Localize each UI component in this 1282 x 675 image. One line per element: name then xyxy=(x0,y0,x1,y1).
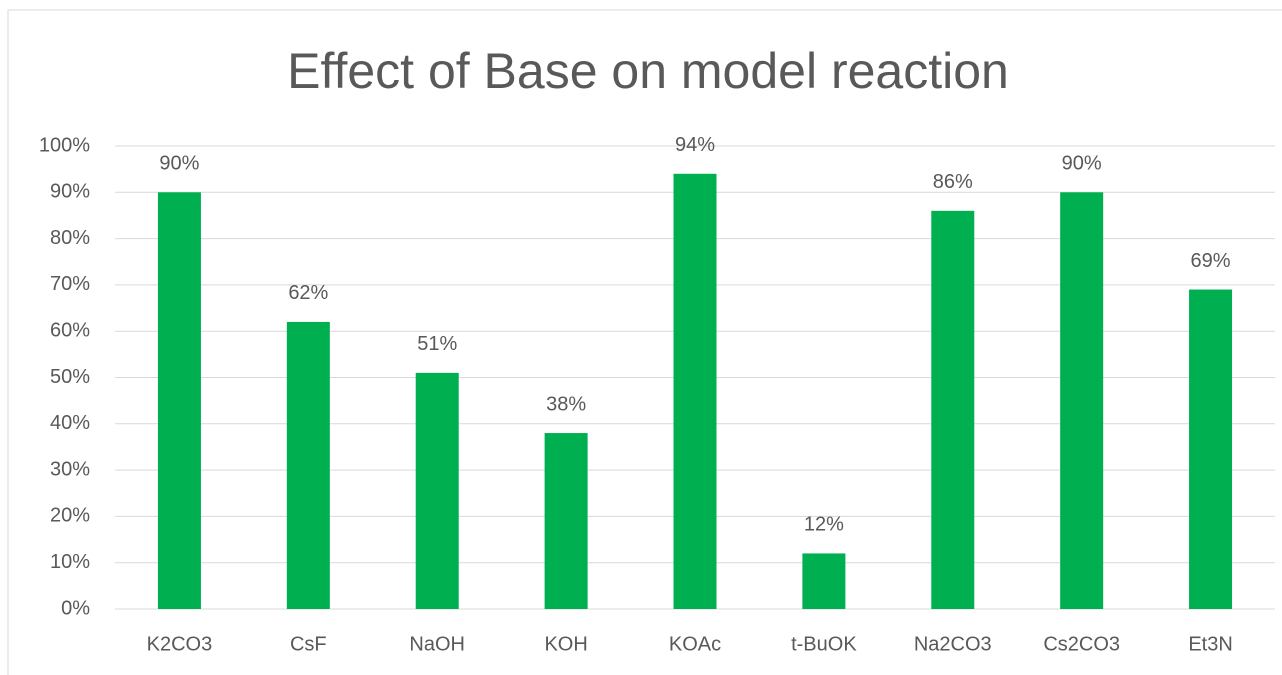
x-tick-label: NaOH xyxy=(409,633,465,655)
x-tick-label: K2CO3 xyxy=(147,633,213,655)
x-tick-label: Na2CO3 xyxy=(914,633,992,655)
data-label: 94% xyxy=(675,134,715,156)
data-label: 12% xyxy=(804,514,844,536)
bar xyxy=(415,372,459,609)
bar xyxy=(544,433,588,609)
data-label: 62% xyxy=(288,282,328,304)
y-tick-label: 80% xyxy=(50,227,90,249)
x-tick-label: Cs2CO3 xyxy=(1043,633,1120,655)
chart-title: Effect of Base on model reaction xyxy=(287,43,1009,99)
x-tick-label: KOAc xyxy=(669,633,721,655)
y-tick-label: 20% xyxy=(50,505,90,527)
bar xyxy=(1060,192,1104,610)
y-tick-label: 10% xyxy=(50,551,90,573)
y-tick-label: 50% xyxy=(50,366,90,388)
y-tick-label: 30% xyxy=(50,458,90,480)
y-tick-label: 70% xyxy=(50,273,90,295)
bar xyxy=(802,553,846,609)
y-tick-label: 100% xyxy=(39,134,90,156)
x-tick-label: KOH xyxy=(544,633,587,655)
y-tick-label: 60% xyxy=(50,319,90,341)
x-tick-label: CsF xyxy=(290,633,327,655)
data-label: 69% xyxy=(1191,250,1231,272)
bar xyxy=(157,192,201,610)
y-tick-label: 40% xyxy=(50,412,90,434)
y-tick-label: 90% xyxy=(50,181,90,203)
data-label: 90% xyxy=(1062,153,1102,175)
y-tick-label: 0% xyxy=(61,597,90,619)
x-tick-label: t-BuOK xyxy=(791,633,857,655)
data-label: 90% xyxy=(159,153,199,175)
bar xyxy=(286,321,330,609)
bar xyxy=(1189,289,1233,609)
data-label: 51% xyxy=(417,333,457,355)
data-label: 38% xyxy=(546,393,586,415)
x-tick-label: Et3N xyxy=(1188,633,1232,655)
bar xyxy=(931,210,975,609)
bar xyxy=(673,173,717,609)
data-label: 86% xyxy=(933,171,973,193)
